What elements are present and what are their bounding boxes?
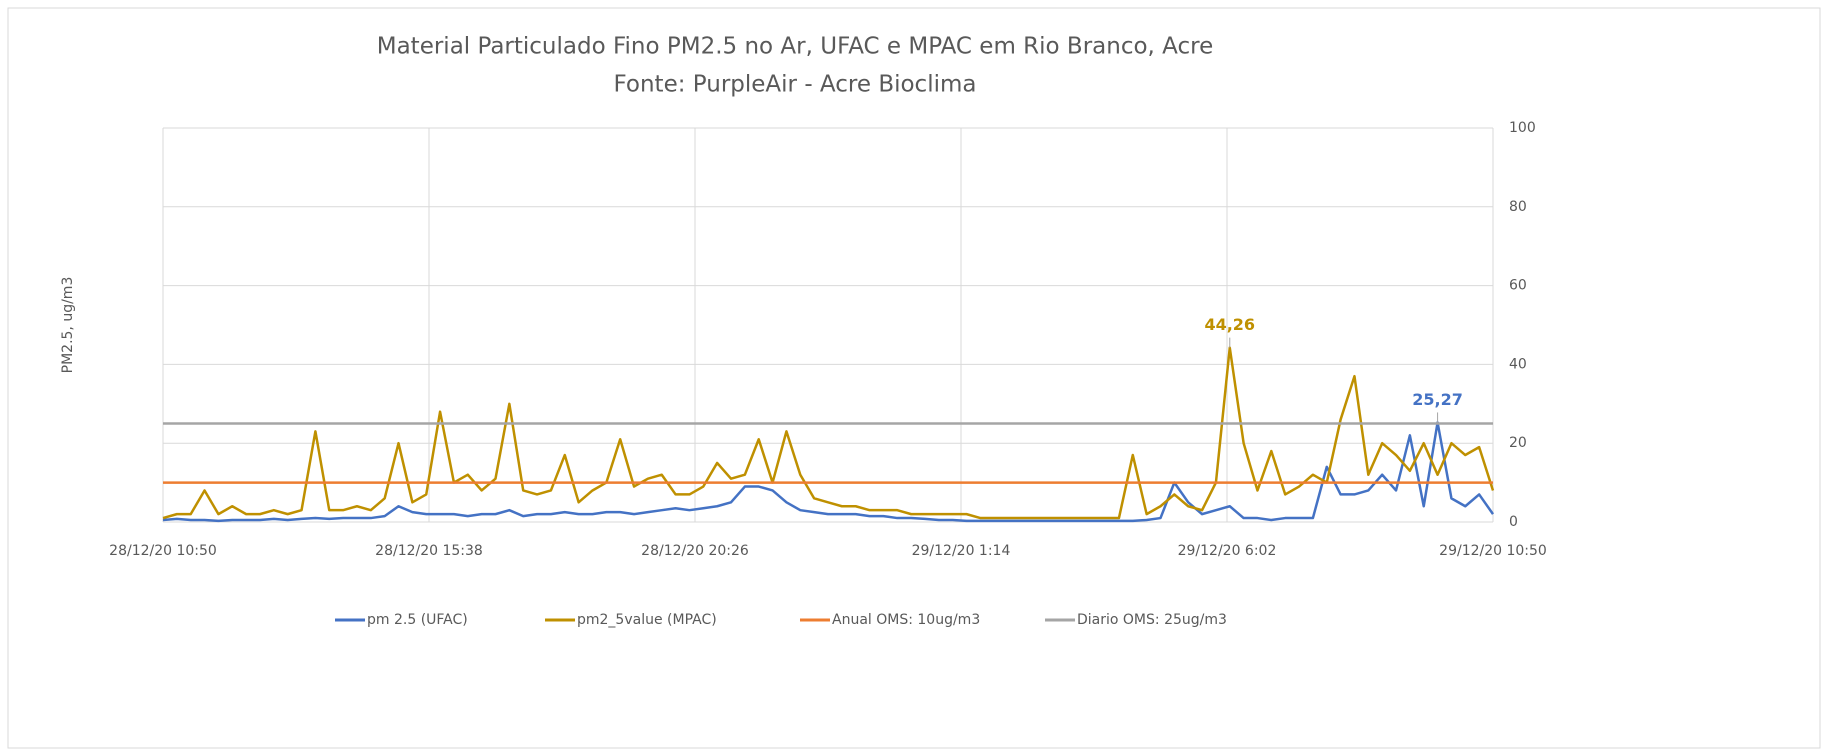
legend-label: pm2_5value (MPAC) — [577, 612, 717, 628]
chart-border — [7, 7, 1821, 749]
y-tick-label: 60 — [1509, 278, 1527, 294]
legend-label: pm 2.5 (UFAC) — [367, 612, 468, 628]
y-tick-label: 80 — [1509, 199, 1527, 215]
legend-label: Diario OMS: 25ug/m3 — [1077, 612, 1227, 628]
data-label: 44,26 — [1204, 315, 1255, 334]
x-tick-label: 29/12/20 1:14 — [912, 543, 1011, 559]
y-tick-label: 20 — [1509, 435, 1527, 451]
legend-label: Anual OMS: 10ug/m3 — [832, 612, 980, 628]
y-axis-label: PM2.5, ug/m3 — [60, 277, 76, 374]
x-tick-label: 28/12/20 15:38 — [375, 543, 483, 559]
x-tick-label: 28/12/20 10:50 — [109, 543, 217, 559]
y-tick-label: 0 — [1509, 514, 1518, 530]
series-line — [162, 421, 1495, 523]
y-tick-label: 40 — [1509, 356, 1527, 372]
x-tick-label: 28/12/20 20:26 — [641, 543, 749, 559]
data-label: 25,27 — [1412, 390, 1463, 409]
x-tick-label: 29/12/20 6:02 — [1178, 543, 1277, 559]
x-tick-label: 29/12/20 10:50 — [1439, 543, 1547, 559]
y-tick-label: 100 — [1509, 120, 1536, 136]
chart-subtitle: Fonte: PurpleAir - Acre Bioclima — [614, 72, 977, 98]
series-line — [162, 346, 1495, 520]
chart-title: Material Particulado Fino PM2.5 no Ar, U… — [377, 34, 1214, 60]
